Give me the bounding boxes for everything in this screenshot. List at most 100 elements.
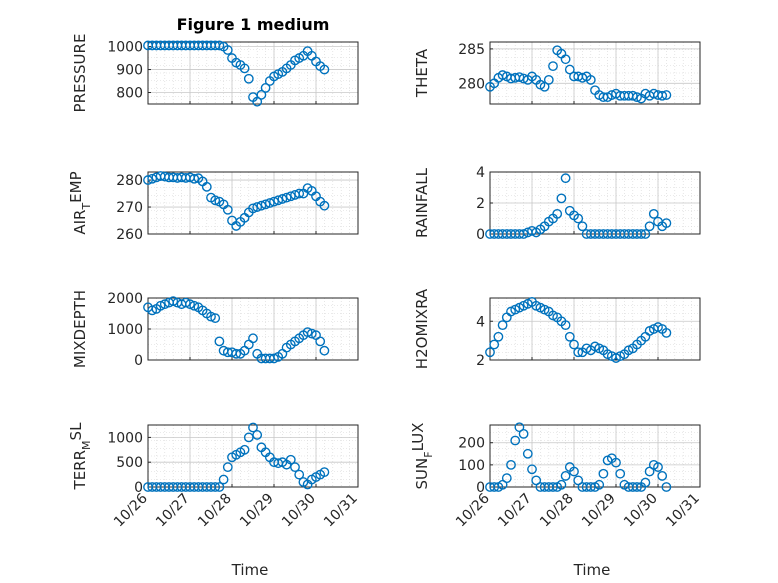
data-point [497,70,508,80]
data-point [560,54,571,65]
x-tick-label: 10/31 [321,491,361,531]
data-point [493,331,504,342]
y-tick-label: 280 [458,76,485,92]
x-tick-label: 10/28 [537,491,577,531]
data-point [518,229,529,239]
y-tick-label: 200 [458,436,485,452]
data-point [506,459,516,470]
data-point [648,208,659,219]
data-point [560,173,571,184]
data-point [214,336,225,347]
data-point [661,327,672,338]
data-point [319,345,330,356]
data-point [302,327,313,337]
data-point [627,90,638,101]
data-point [315,336,326,347]
data-point [518,428,529,439]
data-point [564,331,575,342]
x-tick-label: 10/30 [621,491,661,531]
data-point [632,482,642,492]
subplot-7: 0 500 1000 TERRMSL 10/26 10/27 10/28 10/29 10/30… [67,422,361,530]
data-point [661,482,672,492]
data-point [210,482,221,492]
data-point [185,299,195,310]
y-tick-label: 260 [116,227,143,243]
y-axis-label: TERRMSL [67,422,93,491]
data-series [143,422,330,492]
data-point [522,448,533,459]
data-point [569,466,579,477]
y-tick-label: 4 [476,165,485,181]
subplot-6: 2 4 H2OMIXRA [413,288,701,369]
subplot-2: 280 285 THETA [413,41,701,105]
axes-box [147,297,359,361]
data-point [222,45,233,55]
data-point [256,200,267,211]
y-axis-label: MIXDEPTH [71,290,89,368]
y-axis-label: H2OMIXRA [413,288,431,369]
y-tick-label: 100 [458,458,485,474]
data-point [657,471,668,481]
data-series [485,173,672,239]
data-point [636,229,647,239]
y-tick-label: 270 [116,200,143,216]
data-point [577,221,588,232]
y-tick-label: 1000 [107,430,143,446]
data-point [147,305,158,316]
data-point [264,198,275,208]
x-tick-label: 10/28 [195,491,235,531]
data-point [285,191,296,202]
data-point [269,196,279,207]
data-point [548,61,558,72]
y-tick-label: 2000 [107,291,143,307]
data-point [294,188,305,199]
data-point [556,479,567,490]
y-tick-label: 500 [116,455,143,471]
data-point [143,175,153,185]
y-tick-label: 280 [116,173,143,189]
data-point [214,40,225,51]
data-point [485,347,495,358]
axes-box [147,424,359,488]
subplot-1: 800 900 1000 PRESSURE [71,34,359,113]
axes-box [489,41,701,105]
data-point [281,192,292,203]
axes-box [147,171,359,235]
data-point [248,203,258,214]
x-axis-label-right: Time [573,561,611,579]
x-axis-label-left: Time [231,561,269,579]
data-point [189,300,200,311]
data-point [564,64,575,75]
data-point [657,90,668,101]
data-point [573,213,584,224]
y-tick-label: 1000 [107,322,143,338]
minor-grid [148,425,358,487]
y-tick-label: 0 [134,480,143,496]
data-point [527,464,537,475]
data-point [256,89,267,100]
y-tick-label: 2 [476,353,485,369]
y-axis-label: PRESSURE [71,34,89,113]
data-point [222,462,233,473]
y-axis-label: THETA [413,48,431,98]
data-point [248,422,258,433]
subplot-3: 260 270 280 AIRTEMP [67,171,359,243]
data-point [573,347,584,358]
data-point [285,454,296,465]
x-tick-label: 10/29 [579,491,619,531]
data-point [243,73,254,84]
data-point [653,462,663,472]
data-point [644,221,655,232]
data-point [489,339,500,350]
x-tick-label: 10/29 [237,491,277,531]
y-tick-label: 285 [458,42,485,58]
data-point [501,473,512,484]
y-axis-label: RAINFALL [413,167,431,238]
data-point [319,64,330,75]
y-axis-label: AIRTEMP [67,171,93,234]
data-point [560,471,571,481]
data-series [485,45,672,104]
data-point [539,81,550,92]
data-point [585,74,596,85]
